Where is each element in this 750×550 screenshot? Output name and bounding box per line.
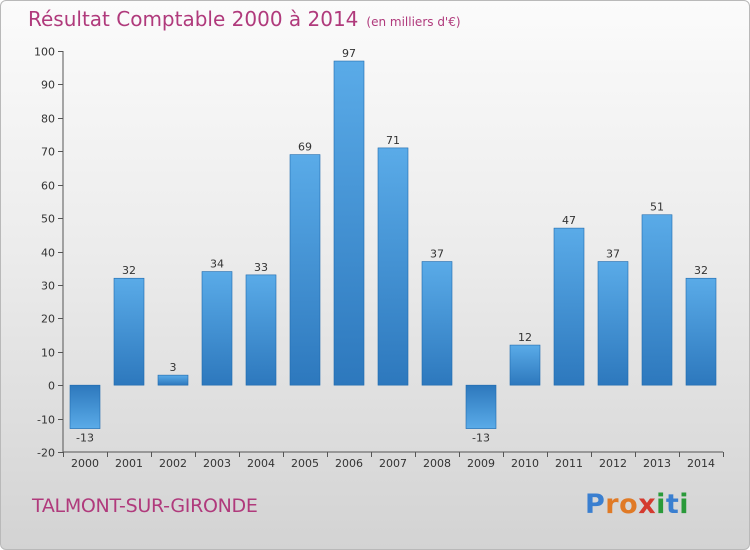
bar-2000 <box>69 384 101 429</box>
bar-2008 <box>421 261 453 386</box>
value-label: 37 <box>430 248 444 261</box>
x-tick-label: 2001 <box>115 457 143 470</box>
logo-letter: t <box>665 489 680 520</box>
bar-2010 <box>509 344 541 386</box>
y-tick-label: -10 <box>37 414 55 427</box>
y-tick-label: 10 <box>41 347 55 360</box>
logo-letter: o <box>619 489 639 520</box>
y-tick-label: 70 <box>41 146 55 159</box>
x-tick-label: 2005 <box>291 457 319 470</box>
logo-letter: i <box>656 489 666 520</box>
logo-letter: r <box>605 489 620 520</box>
logo-letter: i <box>679 489 690 520</box>
x-tick-label: 2011 <box>555 457 583 470</box>
x-tick-label: 2012 <box>599 457 627 470</box>
y-tick-label: 50 <box>41 213 55 226</box>
y-tick-label: 40 <box>41 247 55 260</box>
x-tick-label: 2014 <box>687 457 715 470</box>
value-label: -13 <box>472 432 490 445</box>
bar-2006 <box>333 60 365 386</box>
chart-labels: -13 32 3 34 33 69 97 71 37 -13 12 47 37 51 32 <box>76 47 708 445</box>
proxiti-logo: Proxiti <box>585 489 689 520</box>
y-tick-label: -20 <box>37 447 55 460</box>
chart-bars <box>69 60 717 429</box>
value-label: 97 <box>342 47 356 60</box>
y-tick-label: 30 <box>41 280 55 293</box>
x-tick-label: 2008 <box>423 457 451 470</box>
bar-2003 <box>201 271 233 386</box>
y-tick-label: 100 <box>34 46 55 59</box>
x-tick-label: 2013 <box>643 457 671 470</box>
chart-axes: -20 -10 0 10 20 30 40 50 60 70 80 90 100 2000 2001 2002… <box>34 46 724 470</box>
value-label: 32 <box>694 264 708 277</box>
y-tick-label: 90 <box>41 79 55 92</box>
value-label: 37 <box>606 248 620 261</box>
logo-letter: P <box>585 489 606 520</box>
x-tick-label: 2010 <box>511 457 539 470</box>
x-tick-label: 2009 <box>467 457 495 470</box>
y-tick-label: 60 <box>41 180 55 193</box>
place-name: TALMONT-SUR-GIRONDE <box>32 495 258 517</box>
x-tick-label: 2004 <box>247 457 275 470</box>
bar-2005 <box>289 154 321 386</box>
bar-2014 <box>685 277 717 386</box>
value-label: 34 <box>210 258 224 271</box>
chart-title: Résultat Comptable 2000 à 2014 (en millie… <box>28 7 461 31</box>
value-label: 51 <box>650 201 664 214</box>
x-tick-label: 2003 <box>203 457 231 470</box>
bar-2002 <box>157 374 189 386</box>
value-label: 47 <box>562 214 576 227</box>
bar-2011 <box>553 227 585 386</box>
value-label: -13 <box>76 432 94 445</box>
chart-title-text: Résultat Comptable 2000 à 2014 <box>28 7 359 31</box>
bar-2012 <box>597 261 629 386</box>
x-tick-label: 2007 <box>379 457 407 470</box>
logo-letter: x <box>638 489 657 520</box>
y-tick-label: 0 <box>48 380 55 393</box>
value-label: 3 <box>170 361 177 374</box>
x-tick-label: 2006 <box>335 457 363 470</box>
bar-2009 <box>465 384 497 429</box>
bar-2007 <box>377 147 409 386</box>
value-label: 71 <box>386 134 400 147</box>
value-label: 69 <box>298 141 312 154</box>
x-tick-label: 2002 <box>159 457 187 470</box>
bar-2001 <box>113 277 145 386</box>
bar-2004 <box>245 274 277 386</box>
bar-2013 <box>641 214 673 386</box>
value-label: 33 <box>254 261 268 274</box>
value-label: 32 <box>122 264 136 277</box>
chart-unit-note: (en milliers d'€) <box>366 15 461 29</box>
y-tick-label: 80 <box>41 113 55 126</box>
value-label: 12 <box>518 331 532 344</box>
x-tick-label: 2000 <box>71 457 99 470</box>
y-tick-label: 20 <box>41 313 55 326</box>
